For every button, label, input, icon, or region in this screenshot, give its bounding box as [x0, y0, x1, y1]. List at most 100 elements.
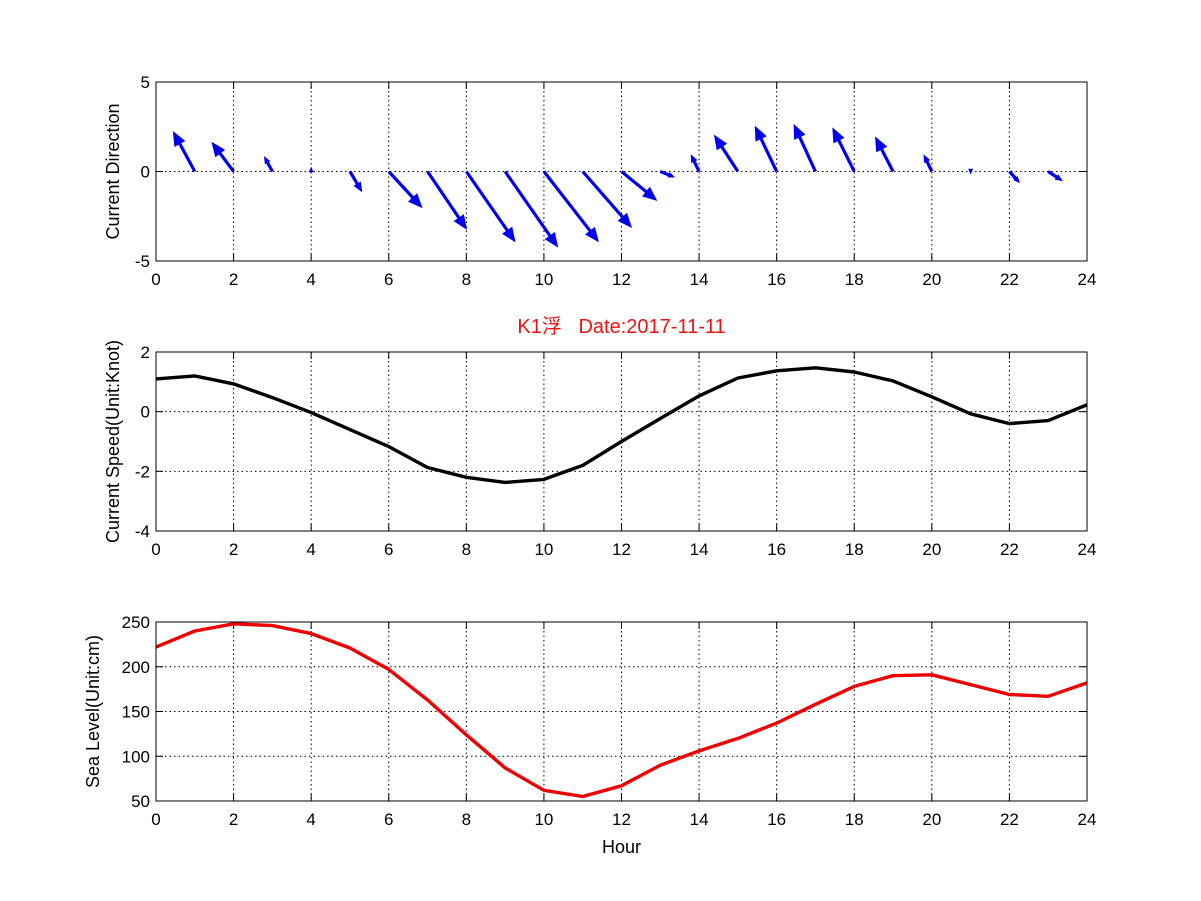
current-arrow	[659, 170, 676, 178]
current-arrow	[1047, 170, 1063, 182]
arrow-head	[408, 193, 423, 209]
arrow-shaft	[659, 170, 670, 177]
x-tick-label: 20	[922, 540, 941, 559]
current-arrow	[713, 134, 740, 173]
x-tick-label: 14	[690, 270, 709, 289]
arrow-head	[832, 127, 845, 144]
x-tick-label: 4	[306, 540, 315, 559]
arrow-head	[544, 232, 559, 248]
arrow-head	[211, 141, 226, 158]
x-tick-label: 18	[845, 270, 864, 289]
current-arrow	[211, 141, 235, 173]
y-tick-label: 150	[122, 703, 150, 722]
x-tick-label: 0	[151, 810, 160, 829]
arrow-shaft	[387, 170, 415, 199]
arrow-shaft	[542, 170, 592, 233]
x-tick-label: 24	[1078, 540, 1097, 559]
arrow-head	[1013, 176, 1020, 184]
y-tick-label: 2	[141, 343, 150, 362]
arrow-shaft	[465, 170, 509, 232]
x-tick-label: 22	[1000, 540, 1019, 559]
arrow-shaft	[692, 160, 701, 173]
x-tick-label: 16	[767, 810, 786, 829]
arrow-head	[874, 136, 888, 153]
current-arrow	[968, 168, 974, 175]
x-tick-label: 12	[612, 270, 631, 289]
arrow-head	[642, 186, 658, 201]
y-tick-label: -5	[135, 252, 150, 271]
y-axis-label: Current Speed(Unit:Knot)	[103, 340, 123, 543]
y-tick-label: 0	[141, 163, 150, 182]
arrow-group	[172, 123, 1063, 248]
arrow-head	[502, 226, 516, 243]
arrow-shaft	[620, 170, 648, 194]
arrow-head	[923, 154, 931, 164]
arrow-shaft	[798, 136, 817, 173]
x-tick-label: 18	[845, 810, 864, 829]
arrow-head	[713, 134, 728, 151]
x-tick-label: 24	[1078, 270, 1097, 289]
x-tick-label: 2	[229, 270, 238, 289]
current-arrow	[172, 130, 197, 173]
arrow-shaft	[266, 161, 274, 173]
current-arrow	[620, 170, 658, 201]
x-tick-label: 16	[767, 540, 786, 559]
arrow-head	[690, 154, 698, 164]
current-arrow	[308, 166, 314, 173]
arrow-shaft	[426, 170, 461, 219]
y-tick-label: 0	[141, 403, 150, 422]
current-arrow	[503, 170, 559, 248]
arrow-head	[1054, 174, 1063, 182]
current-arrow	[754, 125, 779, 173]
arrow-head	[667, 172, 676, 178]
x-tick-label: 0	[151, 270, 160, 289]
arrow-shaft	[503, 170, 552, 237]
x-tick-label: 8	[462, 270, 471, 289]
arrow-head	[793, 123, 806, 140]
arrow-head	[264, 156, 271, 165]
y-axis-label: Current Direction	[103, 103, 123, 239]
arrow-shaft	[1008, 170, 1017, 180]
x-tick-label: 4	[306, 270, 315, 289]
current-arrow	[581, 170, 633, 228]
x-tick-label: 10	[534, 270, 553, 289]
current-arrow	[923, 154, 934, 173]
arrow-head	[453, 214, 468, 230]
arrow-shaft	[581, 170, 624, 219]
arrow-shaft	[837, 139, 856, 173]
arrow-shaft	[1047, 170, 1058, 179]
x-tick-label: 24	[1078, 810, 1097, 829]
x-axis-label: Hour	[602, 837, 641, 857]
x-tick-label: 14	[690, 810, 709, 829]
chart-title: K1浮 Date:2017-11-11	[517, 315, 725, 338]
x-tick-label: 6	[384, 270, 393, 289]
arrow-head	[617, 212, 633, 228]
current-arrow	[874, 136, 895, 173]
x-tick-label: 18	[845, 540, 864, 559]
x-tick-label: 8	[462, 540, 471, 559]
current-arrow	[690, 154, 701, 173]
x-tick-label: 4	[306, 810, 315, 829]
x-tick-label: 2	[229, 810, 238, 829]
x-tick-label: 12	[612, 540, 631, 559]
x-tick-label: 10	[534, 810, 553, 829]
x-tick-label: 16	[767, 270, 786, 289]
x-tick-label: 6	[384, 540, 393, 559]
y-tick-label: 250	[122, 613, 150, 632]
y-tick-label: 50	[131, 792, 150, 811]
current-arrow	[348, 170, 363, 193]
y-tick-label: -4	[135, 522, 150, 541]
current-arrow	[426, 170, 468, 230]
current-arrow	[1008, 170, 1020, 184]
arrow-shaft	[720, 145, 740, 173]
x-tick-label: 20	[922, 270, 941, 289]
current-arrow	[387, 170, 423, 209]
x-tick-label: 6	[384, 810, 393, 829]
arrow-shaft	[218, 152, 235, 173]
x-tick-label: 20	[922, 810, 941, 829]
arrow-shaft	[178, 142, 197, 173]
